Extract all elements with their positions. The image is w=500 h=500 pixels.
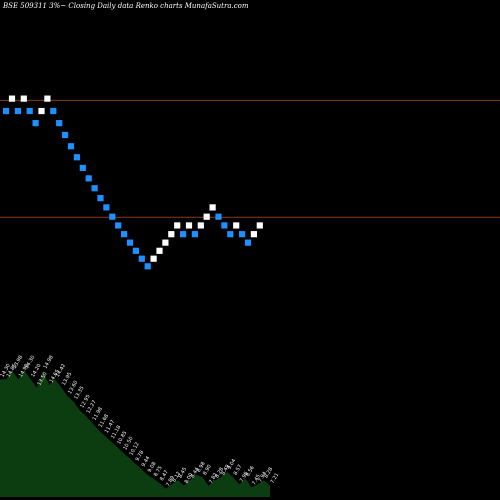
volume-label: 9.44 bbox=[141, 455, 152, 468]
brick-down bbox=[221, 222, 228, 229]
volume-label: 9.04 bbox=[227, 458, 238, 471]
brick-up bbox=[44, 95, 51, 102]
brick-down bbox=[191, 231, 198, 238]
brick-down bbox=[121, 231, 128, 238]
brick-down bbox=[50, 107, 57, 115]
brick-down bbox=[244, 239, 252, 246]
brick-down bbox=[32, 120, 39, 127]
volume-label: 8.98 bbox=[196, 461, 207, 474]
brick-down bbox=[26, 107, 33, 115]
brick-up bbox=[233, 222, 240, 229]
volume-label: 8.75 bbox=[153, 465, 164, 478]
brick-down bbox=[138, 255, 145, 262]
brick-down bbox=[126, 239, 134, 246]
brick-down bbox=[79, 164, 86, 172]
brick-down bbox=[180, 231, 187, 238]
brick-up bbox=[197, 222, 204, 229]
brick-down bbox=[97, 195, 104, 202]
brick-down bbox=[67, 143, 75, 150]
brick-up bbox=[256, 222, 263, 229]
brick-down bbox=[3, 107, 10, 115]
horizontal-lines bbox=[0, 99, 500, 218]
brick-down bbox=[239, 231, 246, 238]
brick-up bbox=[8, 95, 16, 102]
volume-label: 7.21 bbox=[270, 472, 281, 485]
brick-up bbox=[168, 231, 175, 238]
chart-title: BSE 509311 3%~ Closing Daily data Renko … bbox=[2, 2, 249, 10]
brick-up bbox=[209, 204, 216, 211]
brick-up bbox=[38, 107, 45, 115]
volume-label: 8.12 bbox=[171, 471, 182, 484]
volume-label: 7.82 bbox=[208, 472, 219, 485]
volume-label: 8.45 bbox=[177, 467, 188, 480]
volume-label: 7.96 bbox=[239, 471, 250, 484]
brick-up bbox=[250, 231, 257, 238]
volume-label: 8.90 bbox=[202, 464, 213, 477]
volume-label: 8.44 bbox=[190, 467, 201, 480]
volume-label: 8.49 bbox=[220, 464, 231, 477]
brick-down bbox=[91, 185, 98, 192]
volume-label: 7.89 bbox=[165, 475, 176, 488]
volume-label: 8.57 bbox=[233, 464, 244, 477]
brick-down bbox=[62, 131, 69, 139]
brick-up bbox=[203, 213, 210, 220]
volume-label: 8.47 bbox=[159, 469, 170, 482]
brick-down bbox=[73, 154, 80, 161]
brick-down bbox=[115, 222, 122, 229]
volume-label: 9.78 bbox=[135, 450, 146, 463]
brick-down bbox=[85, 175, 92, 182]
brick-down bbox=[109, 213, 116, 220]
brick-up bbox=[20, 95, 27, 102]
brick-up bbox=[174, 222, 181, 229]
volume-label: 8.00 bbox=[184, 472, 195, 485]
brick-down bbox=[103, 204, 110, 211]
volume-label: 8.28 bbox=[214, 467, 225, 480]
brick-up bbox=[156, 247, 163, 254]
brick-down bbox=[144, 263, 151, 270]
volume-label: 7.94 bbox=[257, 471, 268, 484]
brick-down bbox=[132, 247, 139, 254]
volume-label: 7.45 bbox=[251, 474, 262, 487]
brick-down bbox=[56, 120, 63, 127]
volume-label: 9.08 bbox=[147, 461, 158, 474]
brick-down bbox=[14, 107, 21, 115]
brick-up bbox=[150, 255, 157, 262]
volume-area bbox=[0, 371, 270, 497]
volume-label: 8.56 bbox=[245, 465, 256, 478]
brick-down bbox=[227, 231, 234, 238]
renko-bricks bbox=[3, 95, 263, 270]
brick-up bbox=[162, 239, 169, 246]
brick-up bbox=[185, 222, 193, 229]
brick-down bbox=[215, 213, 222, 220]
volume-label: 8.28 bbox=[263, 467, 274, 480]
volume-label: 14.30 bbox=[0, 363, 12, 378]
